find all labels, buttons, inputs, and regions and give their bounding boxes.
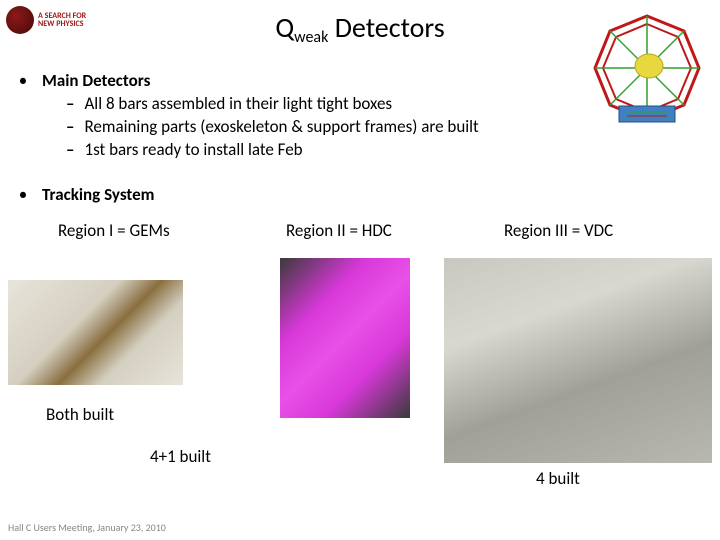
region2-status: 4+1 built <box>150 446 211 467</box>
region1-status: Both built <box>46 404 114 425</box>
vdc-image <box>444 258 712 463</box>
region3-label: Region III = VDC <box>504 220 702 241</box>
gem-image <box>8 280 183 385</box>
title-prefix: Q <box>275 10 294 45</box>
tracking-bullet: • Tracking System <box>18 184 702 205</box>
region2-col: Region II = HDC <box>246 220 474 245</box>
dash-icon: – <box>66 139 74 160</box>
bullet-dot: • <box>18 184 28 205</box>
regions-row: Region I = GEMs Region II = HDC Region I… <box>18 220 702 245</box>
footer: Hall C Users Meeting, January 23, 2010 <box>8 521 166 534</box>
item-text: 1st bars ready to install late Feb <box>84 139 302 160</box>
dash-icon: – <box>66 116 74 137</box>
region1-col: Region I = GEMs <box>18 220 246 245</box>
content: • Main Detectors – All 8 bars assembled … <box>18 70 702 205</box>
hdc-image <box>280 258 410 418</box>
title-suffix: Detectors <box>328 10 444 45</box>
region1-label: Region I = GEMs <box>58 220 246 241</box>
bullet-dot: • <box>18 70 28 162</box>
list-item: – Remaining parts (exoskeleton & support… <box>66 116 702 137</box>
title-subscript: weak <box>294 28 328 47</box>
region3-status: 4 built <box>536 468 580 489</box>
item-text: Remaining parts (exoskeleton & support f… <box>84 116 478 137</box>
main-detectors-heading: Main Detectors <box>42 70 150 91</box>
list-item: – 1st bars ready to install late Feb <box>66 139 702 160</box>
tracking-heading: Tracking System <box>42 184 154 205</box>
dash-icon: – <box>66 93 74 114</box>
region2-label: Region II = HDC <box>286 220 474 241</box>
main-detectors-bullet: • Main Detectors – All 8 bars assembled … <box>18 70 702 162</box>
list-item: – All 8 bars assembled in their light ti… <box>66 93 702 114</box>
main-detectors-list: – All 8 bars assembled in their light ti… <box>66 93 702 160</box>
region3-col: Region III = VDC <box>474 220 702 245</box>
item-text: All 8 bars assembled in their light tigh… <box>84 93 392 114</box>
